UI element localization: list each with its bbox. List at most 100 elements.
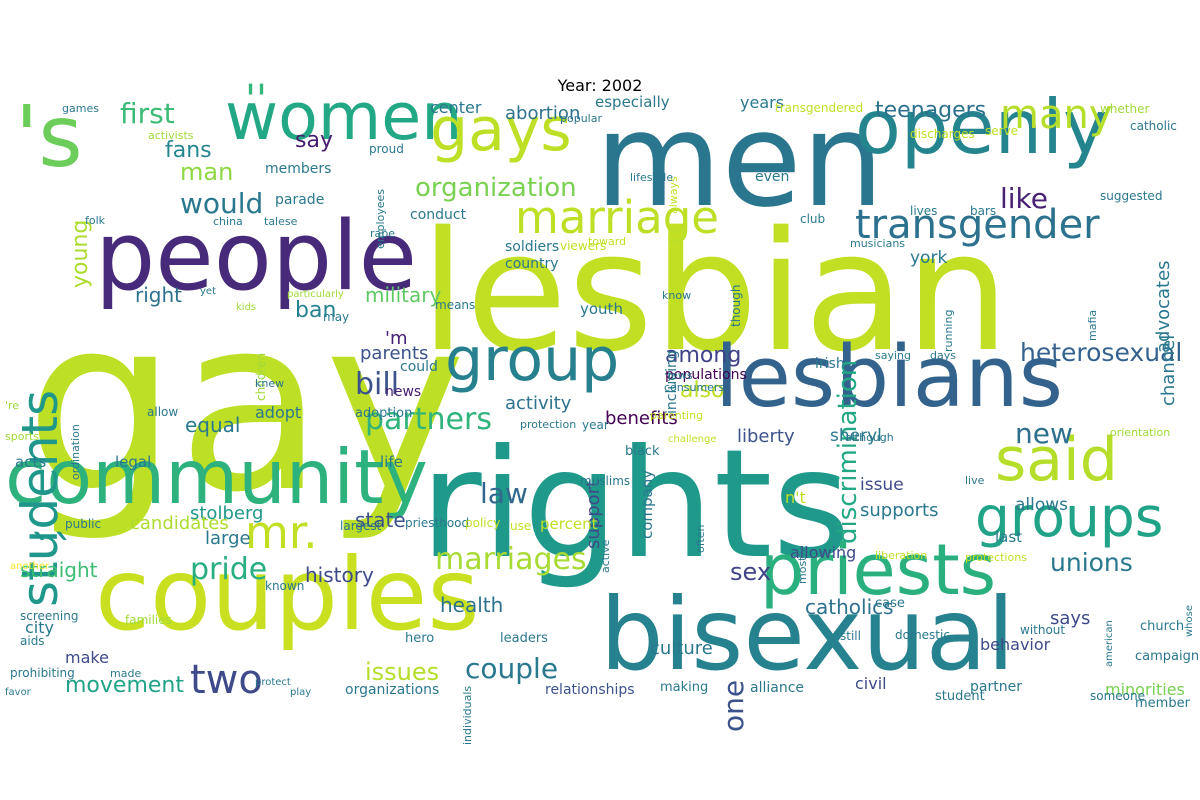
- word-state: state: [355, 508, 406, 532]
- word-irish: irish: [815, 356, 845, 372]
- word-openly: openly: [855, 83, 1108, 171]
- word-hero: hero: [405, 631, 435, 646]
- word-leaders: leaders: [500, 631, 548, 646]
- word-whose: whose: [1184, 605, 1195, 637]
- word-two: two: [190, 657, 263, 703]
- word-percent: percent: [540, 515, 598, 533]
- word-folk: folk: [85, 214, 106, 227]
- word-popular: popular: [560, 112, 602, 125]
- word-member: member: [1135, 696, 1190, 711]
- word-says: says: [1050, 608, 1091, 629]
- word-although: although: [845, 431, 894, 444]
- word-man: man: [180, 158, 234, 186]
- word-people: people: [95, 202, 418, 312]
- word-challenge: challenge: [668, 434, 717, 445]
- word-made: made: [110, 667, 142, 680]
- word-activity: activity: [505, 393, 572, 414]
- word-catholic: catholic: [1130, 119, 1177, 133]
- word-first: first: [120, 97, 175, 130]
- word-adopt: adopt: [255, 403, 302, 422]
- word-days: days: [930, 349, 956, 362]
- word-legal: legal: [115, 453, 152, 471]
- word-marriage: marriage: [515, 191, 719, 244]
- word-lifestyle: lifestyle: [630, 171, 674, 184]
- word-liberty: liberty: [737, 426, 795, 447]
- word-benefits: benefits: [605, 408, 678, 429]
- word-domestic: domestic: [895, 628, 950, 642]
- word-would: would: [180, 187, 264, 220]
- word-parade: parade: [275, 192, 325, 208]
- word-center: center: [430, 98, 482, 117]
- word-men: men: [595, 84, 885, 236]
- word-partner: partner: [970, 679, 1022, 695]
- word-viewers: viewers: [560, 239, 607, 253]
- word-community: community: [5, 433, 428, 521]
- chart-title: Year: 2002: [557, 76, 643, 95]
- word-allow: allow: [147, 405, 179, 419]
- word-m: 'm: [385, 328, 408, 349]
- word-favor: favor: [5, 687, 31, 698]
- word-though: though: [729, 284, 743, 327]
- word-protection: protection: [520, 418, 577, 431]
- word-live: live: [965, 474, 985, 487]
- word-couple: couple: [465, 652, 559, 685]
- word-heterosexual: heterosexual: [1020, 338, 1183, 367]
- word-teenagers: teenagers: [875, 98, 987, 123]
- word-say: say: [295, 128, 333, 153]
- word-new: new: [1015, 417, 1073, 450]
- word-supports: supports: [860, 500, 939, 521]
- word-health: health: [440, 593, 504, 617]
- word-conduct: conduct: [410, 207, 467, 223]
- word-without: without: [1020, 623, 1066, 637]
- word-pride: pride: [190, 552, 268, 587]
- word-another: another: [10, 561, 50, 572]
- word-couples: couples: [95, 536, 480, 653]
- word-even: even: [755, 169, 790, 185]
- word-lives: lives: [910, 204, 938, 218]
- word-bars: bars: [970, 204, 997, 218]
- word-discrimination: discrimination: [833, 359, 863, 544]
- word-stolberg: stolberg: [190, 503, 264, 524]
- word-mafia: mafia: [1086, 309, 1099, 341]
- word-culture: culture: [650, 638, 713, 659]
- word-still: still: [840, 629, 861, 643]
- word-liberation: liberation: [875, 549, 928, 562]
- word-saying: saying: [875, 349, 911, 362]
- word-bisexual: bisexual: [600, 576, 1015, 693]
- word-women: women: [225, 80, 463, 155]
- word-minorities: minorities: [1105, 680, 1185, 699]
- word-symbol: '': [245, 77, 267, 123]
- word-ordination: ordination: [69, 424, 82, 480]
- word-candidates: candidates: [130, 513, 229, 534]
- word-organizations: organizations: [345, 682, 440, 698]
- word-mr: mr.: [245, 506, 318, 559]
- word-issues: issues: [365, 658, 440, 686]
- word-acts: acts: [15, 453, 47, 471]
- word-re: 're: [5, 399, 20, 412]
- word-civil: civil: [855, 674, 887, 693]
- word-abortion: abortion: [505, 103, 581, 124]
- word-could: could: [400, 359, 438, 375]
- word-muslims: muslims: [580, 474, 631, 488]
- word-york: york: [910, 248, 948, 268]
- word-american: american: [1104, 620, 1115, 667]
- word-large: large: [205, 528, 251, 549]
- word-allows: allows: [1015, 495, 1069, 515]
- word-orientation: orientation: [1110, 426, 1171, 439]
- word-black: black: [625, 444, 660, 459]
- word-issue: issue: [860, 475, 904, 495]
- word-partners: partners: [365, 402, 492, 437]
- word-parents: parents: [360, 343, 429, 364]
- word-musicians: musicians: [850, 237, 906, 250]
- word-organization: organization: [415, 173, 577, 203]
- word-prohibiting: prohibiting: [10, 666, 75, 680]
- word-history: history: [305, 563, 374, 587]
- word-public: public: [65, 517, 102, 531]
- word-means: means: [435, 298, 476, 312]
- word-discharges: discharges: [910, 127, 975, 141]
- word-sheryl: sheryl: [830, 426, 882, 446]
- word-running: running: [942, 309, 955, 352]
- word-channel: channel: [1158, 334, 1179, 406]
- word-proud: proud: [369, 142, 404, 156]
- word-campaign: campaign: [1135, 649, 1200, 664]
